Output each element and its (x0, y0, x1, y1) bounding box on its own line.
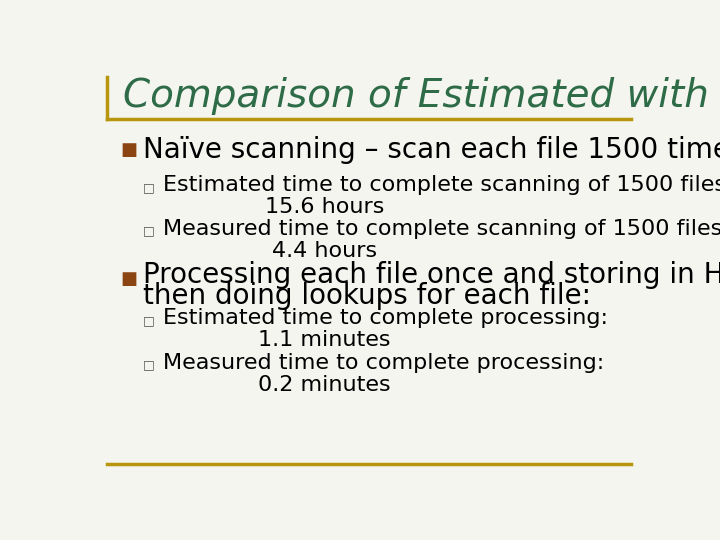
Text: Estimated time to complete scanning of 1500 files:: Estimated time to complete scanning of 1… (163, 176, 720, 195)
Text: Comparison of Estimated with Measured: Comparison of Estimated with Measured (124, 77, 720, 115)
Text: Estimated time to complete processing:: Estimated time to complete processing: (163, 308, 608, 328)
Text: Measured time to complete scanning of 1500 files:: Measured time to complete scanning of 15… (163, 219, 720, 239)
Text: 0.2 minutes: 0.2 minutes (258, 375, 391, 395)
Text: 4.4 hours: 4.4 hours (271, 241, 377, 261)
Text: 15.6 hours: 15.6 hours (265, 197, 384, 217)
Text: □: □ (143, 314, 155, 327)
Text: □: □ (143, 181, 155, 194)
Text: Measured time to complete processing:: Measured time to complete processing: (163, 353, 604, 373)
Text: 1.1 minutes: 1.1 minutes (258, 330, 391, 350)
Text: Naïve scanning – scan each file 1500 times:: Naïve scanning – scan each file 1500 tim… (143, 136, 720, 164)
Text: Processing each file once and storing in Hashtable,: Processing each file once and storing in… (143, 261, 720, 289)
Text: then doing lookups for each file:: then doing lookups for each file: (143, 281, 591, 309)
Text: □: □ (143, 359, 155, 372)
Text: ■: ■ (121, 141, 138, 159)
Text: □: □ (143, 225, 155, 238)
Text: ■: ■ (121, 270, 138, 288)
